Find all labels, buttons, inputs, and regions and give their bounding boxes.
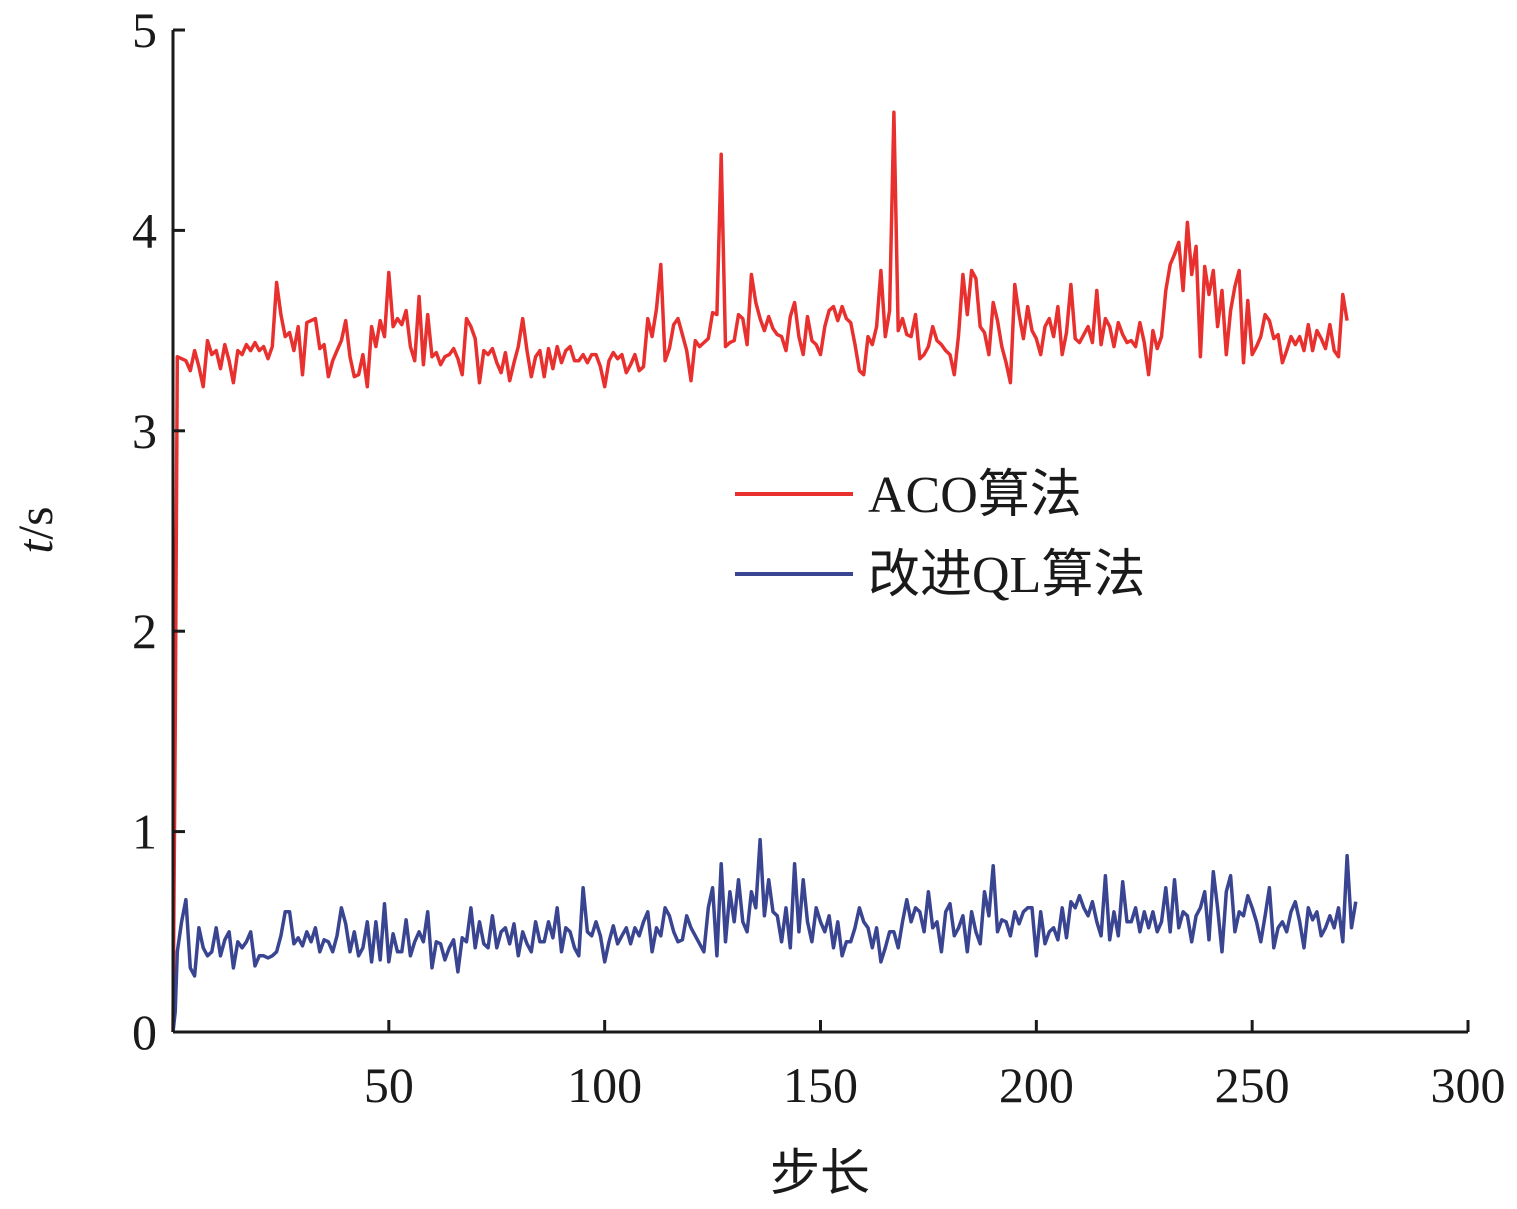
x-tick-label-50: 50: [364, 1057, 414, 1113]
y-axis-title: t/s: [7, 506, 63, 553]
y-axis-title-variable: t: [7, 539, 63, 554]
x-axis-title: 步长: [770, 1145, 870, 1201]
x-tick-label-150: 150: [783, 1057, 858, 1113]
x-tick-label-300: 300: [1431, 1057, 1506, 1113]
x-tick-label-200: 200: [999, 1057, 1074, 1113]
y-tick-label-4: 4: [132, 202, 157, 258]
y-tick-label-1: 1: [132, 804, 157, 860]
y-tick-label-0: 0: [132, 1004, 157, 1060]
x-tick-label-100: 100: [567, 1057, 642, 1113]
y-tick-label-3: 3: [132, 403, 157, 459]
legend-label-ql: 改进QL算法: [868, 547, 1145, 604]
series-layer: [171, 110, 1358, 1033]
axes-layer: 0 1 2 3 4 5 50 100 150 200 250 300: [132, 2, 1506, 1113]
y-tick-label-2: 2: [132, 603, 157, 659]
series-line-ql: [171, 837, 1358, 1033]
series-line-aco: [171, 110, 1349, 1033]
y-axis-title-unit: /s: [7, 506, 63, 539]
x-tick-label-250: 250: [1215, 1057, 1290, 1113]
legend: ACO算法 改进QL算法: [735, 467, 1145, 604]
legend-label-aco: ACO算法: [868, 467, 1082, 524]
y-tick-label-5: 5: [132, 2, 157, 58]
